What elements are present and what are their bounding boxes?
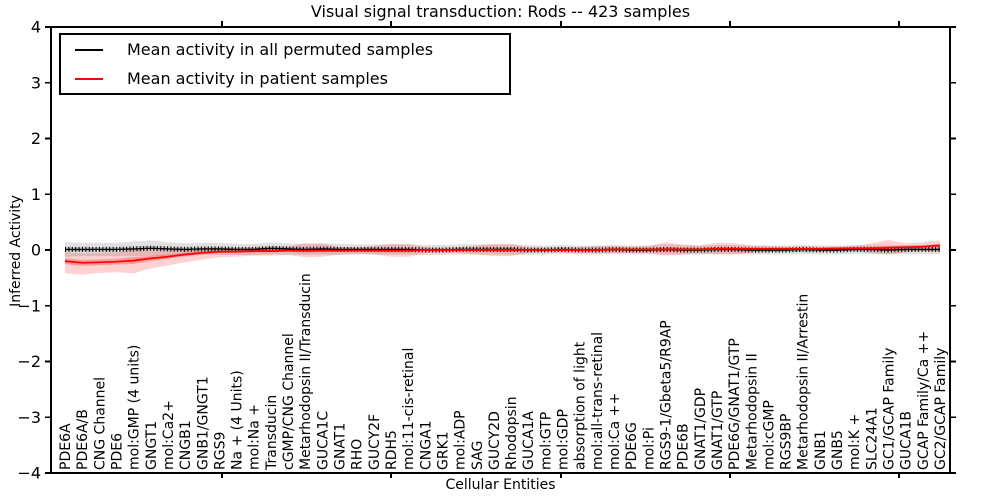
x-tick-label: GNGT1 bbox=[144, 421, 160, 470]
x-tick-label: GUCY2F bbox=[367, 414, 383, 470]
x-tick-label: mol:GDP bbox=[556, 409, 572, 470]
x-tick-label: PDE6A/B bbox=[75, 409, 91, 470]
x-tick-label: GRK1 bbox=[436, 431, 452, 470]
legend-label-permuted: Mean activity in all permuted samples bbox=[127, 40, 434, 59]
patient-line-swatch bbox=[75, 77, 103, 80]
x-tick-label: RGS9 bbox=[212, 432, 228, 470]
legend-label-patient: Mean activity in patient samples bbox=[127, 69, 388, 88]
x-tick-label: Na + (4 Units) bbox=[230, 370, 246, 470]
x-tick-label: GUCA1A bbox=[521, 411, 537, 470]
x-tick-label: mol:Na + bbox=[247, 404, 263, 470]
x-tick-label: mol:Pi bbox=[641, 427, 657, 470]
x-tick-label: PDE6B bbox=[676, 423, 692, 470]
x-tick-label: CNG Channel bbox=[92, 377, 108, 470]
y-tick-label: −1 bbox=[17, 296, 41, 315]
patient-mean-line bbox=[64, 244, 941, 264]
x-tick-label: CNGA1 bbox=[418, 420, 434, 470]
x-tick-label: PDE6A bbox=[58, 423, 74, 470]
y-tick-label: −2 bbox=[17, 352, 41, 371]
x-tick-label: GC1/GCAP Family bbox=[882, 348, 898, 470]
y-tick-label: 3 bbox=[31, 73, 41, 92]
x-tick-label: cGMP/CNG Channel bbox=[281, 333, 297, 470]
x-tick-label: SAG bbox=[470, 441, 486, 470]
x-tick-label: GCAP Family/Ca ++ bbox=[916, 331, 932, 470]
x-tick-label: absorption of light bbox=[573, 341, 589, 470]
permuted-band-outer bbox=[65, 240, 940, 257]
x-tick-label: RGS9-1/Gbeta5/R9AP bbox=[659, 320, 675, 470]
y-tick-label: 4 bbox=[31, 18, 41, 37]
x-tick-label: SLC24A1 bbox=[864, 407, 880, 470]
x-tick-label: GC2/GCAP Family bbox=[933, 348, 949, 470]
x-tick-label: RGS9BP bbox=[779, 414, 795, 470]
x-tick-label: Metarhodopsin II/Arrestin bbox=[796, 294, 812, 470]
x-tick-label: GNB5 bbox=[830, 430, 846, 470]
x-tick-label: Metarhodopsin II bbox=[744, 353, 760, 470]
x-tick-label: PDE6 bbox=[110, 433, 126, 470]
y-tick-label: 0 bbox=[31, 241, 41, 260]
x-tick-label: GUCA1B bbox=[899, 411, 915, 470]
x-tick-label: PDE6G/GNAT1/GTP bbox=[727, 338, 743, 470]
x-tick-label: Rhodopsin bbox=[504, 396, 520, 470]
x-tick-label: GNAT1 bbox=[333, 423, 349, 470]
x-tick-label: mol:GTP bbox=[538, 412, 554, 470]
x-tick-label: GNAT1/GTP bbox=[710, 391, 726, 470]
y-tick-label: 2 bbox=[31, 129, 41, 148]
x-tick-label: GNB1 bbox=[813, 430, 829, 470]
permuted-line-swatch bbox=[75, 48, 103, 51]
x-tick-label: CNGB1 bbox=[178, 420, 194, 470]
x-tick-label: mol:ADP bbox=[453, 410, 469, 470]
y-tick-label: −4 bbox=[17, 464, 41, 483]
x-tick-label: mol:Ca2+ bbox=[161, 400, 177, 470]
x-tick-label: RDH5 bbox=[384, 430, 400, 470]
x-axis-title: Cellular Entities bbox=[445, 477, 556, 493]
x-tick-label: RHO bbox=[350, 439, 366, 470]
x-tick-label: mol:all-trans-retinal bbox=[590, 332, 606, 470]
y-tick-label: −3 bbox=[17, 408, 41, 427]
x-tick-label: mol:11-cis-retinal bbox=[401, 348, 417, 470]
x-tick-label: mol:GMP (4 units) bbox=[127, 345, 143, 470]
x-tick-label: GNAT1/GDP bbox=[693, 388, 709, 470]
x-tick-label: GNB1/GNGT1 bbox=[195, 376, 211, 470]
chart-title: Visual signal transduction: Rods -- 423 … bbox=[310, 2, 691, 21]
x-tick-label: mol:Ca ++ bbox=[607, 393, 623, 470]
x-tick-label: Metarhodopsin II/Transducin bbox=[298, 273, 314, 470]
legend-entry-patient: Mean activity in patient samples bbox=[61, 64, 509, 93]
x-tick-label: GUCY2D bbox=[487, 411, 503, 470]
legend-entry-permuted: Mean activity in all permuted samples bbox=[61, 35, 509, 64]
x-tick-label: mol:cGMP bbox=[761, 400, 777, 470]
legend: Mean activity in all permuted samples Me… bbox=[59, 33, 511, 95]
y-axis-title: Inferred Activity bbox=[8, 195, 24, 307]
x-tick-label: PDE6G bbox=[624, 422, 640, 470]
x-tick-label: GUCA1C bbox=[315, 411, 331, 470]
x-tick-label: mol:K + bbox=[847, 414, 863, 470]
x-tick-label: Transducin bbox=[264, 395, 280, 471]
y-tick-label: 1 bbox=[31, 185, 41, 204]
